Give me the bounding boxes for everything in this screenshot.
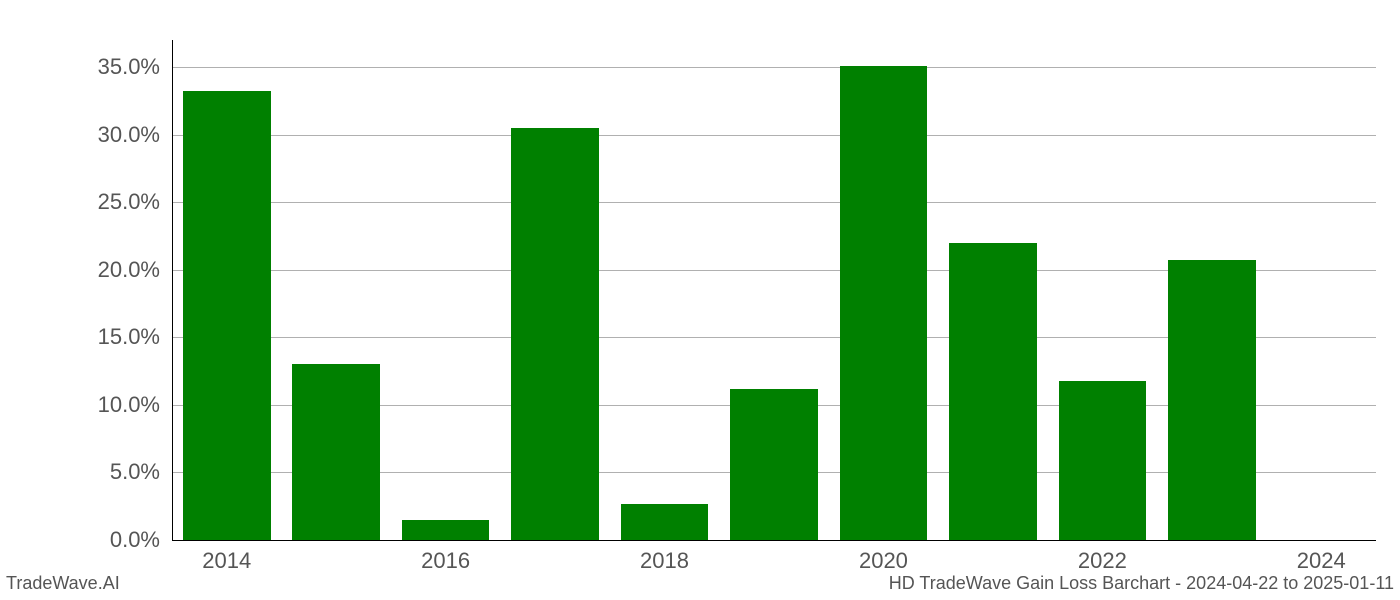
bar [840, 66, 928, 540]
bar [1059, 381, 1147, 540]
bar [292, 364, 380, 540]
xtick-label: 2016 [421, 548, 470, 574]
bar [183, 91, 271, 540]
ytick-label: 30.0% [80, 122, 160, 148]
gridline [172, 202, 1376, 203]
footer-right-text: HD TradeWave Gain Loss Barchart - 2024-0… [889, 573, 1394, 594]
x-axis-line [172, 540, 1376, 541]
bar [621, 504, 709, 540]
bar [730, 389, 818, 540]
ytick-label: 35.0% [80, 54, 160, 80]
plot-area: 0.0%5.0%10.0%15.0%20.0%25.0%30.0%35.0%20… [172, 40, 1376, 540]
xtick-label: 2022 [1078, 548, 1127, 574]
y-axis-line [172, 40, 173, 540]
bar [949, 243, 1037, 540]
ytick-label: 15.0% [80, 324, 160, 350]
xtick-label: 2020 [859, 548, 908, 574]
chart-container: 0.0% 5.0% 10.0% 15.0% 20.0% 25.0% 30.0% 35.0% 20… [0, 0, 1400, 600]
footer-left-text: TradeWave.AI [6, 573, 120, 594]
ytick-label: 10.0% [80, 392, 160, 418]
xtick-label: 2018 [640, 548, 689, 574]
ytick-label: 0.0% [80, 527, 160, 553]
ytick-label: 25.0% [80, 189, 160, 215]
xtick-label: 2014 [202, 548, 251, 574]
bar [1168, 260, 1256, 540]
gridline [172, 67, 1376, 68]
gridline [172, 135, 1376, 136]
ytick-label: 20.0% [80, 257, 160, 283]
xtick-label: 2024 [1297, 548, 1346, 574]
bar [402, 520, 490, 540]
bar [511, 128, 599, 540]
ytick-label: 5.0% [80, 459, 160, 485]
